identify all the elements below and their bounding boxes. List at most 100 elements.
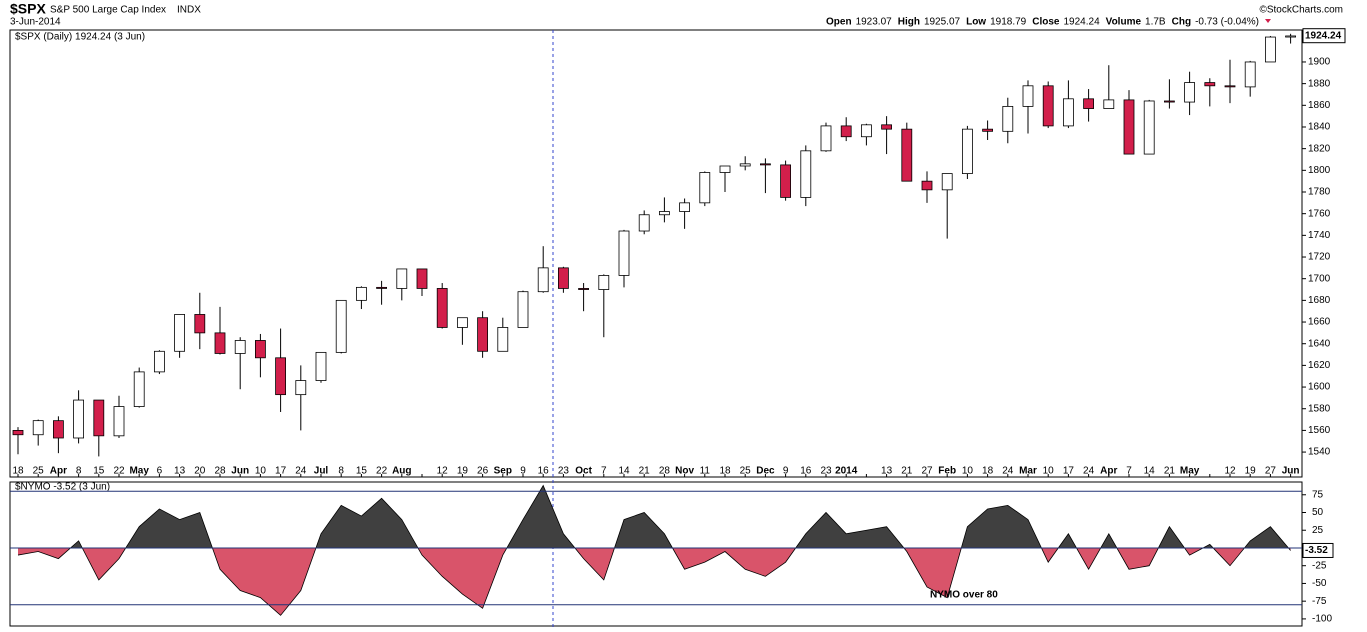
nymo-line [17,484,1291,616]
y-tick-label: 1580 [1308,403,1331,414]
x-tick-label: 22 [376,466,388,477]
y-tick-label: 1860 [1308,100,1331,111]
candle-body [335,299,347,353]
x-tick-label: 19 [457,466,469,477]
candle-body [1123,99,1135,155]
y-tick-label: 1880 [1308,78,1331,89]
x-tick-label: 22 [113,466,125,477]
candle-body [214,332,226,354]
x-tick-label: 15 [356,466,368,477]
quote-value: 1925.07 [924,17,961,28]
candle-body [1063,98,1074,127]
x-tick-label: 12 [437,466,449,477]
x-tick-label: 24 [1002,466,1014,477]
candle-body [133,371,145,407]
quote-value: -0.73 (-0.04%) [1195,17,1259,28]
y-tick-label: 1540 [1308,447,1331,458]
y-tick-label: 1660 [1308,317,1331,328]
candle-body [800,150,812,198]
name: S&P 500 Large Cap Index [50,5,166,16]
x-tick-label: 23 [558,466,570,477]
x-tick-label: 12 [1224,466,1236,477]
nymo-panel [9,481,1303,627]
x-tick-label: Feb [938,466,956,477]
y-tick-label: 75 [1312,489,1324,500]
x-tick-label: 21 [901,466,913,477]
x-tick-label: 18 [12,466,24,477]
x-tick-label: 28 [659,466,671,477]
candle-body [1204,82,1216,87]
x-tick-label: 25 [740,466,752,477]
x-tick-label: 7 [601,466,607,477]
candle-body [901,128,913,182]
x-tick-label: Apr [1100,466,1117,477]
candle-body [53,420,64,439]
price-panel [9,29,1303,478]
candle-body [1083,98,1094,109]
quote-label: Open [826,17,852,28]
x-tick-label: 13 [174,466,186,477]
x-tick-label: 8 [76,466,82,477]
candle-body [456,317,468,328]
x-tick-label: 27 [921,466,933,477]
legend: $SPX (Daily) 1924.24 (3 Jun) [15,32,145,43]
candle-body [93,399,105,437]
x-tick-label: 11 [700,466,711,477]
x-tick-label: 6 [157,466,163,477]
y-tick-label: -25 [1312,560,1327,571]
x-tick-label: 16 [800,466,812,477]
x-tick-label: 26 [477,466,489,477]
quote-label: Low [966,17,986,28]
x-tick-label: 14 [1144,466,1156,477]
candle-body [517,291,529,328]
x-tick-label: 17 [1063,466,1075,477]
candle-body [699,172,711,204]
x-tick-label: Dec [756,466,775,477]
x-tick-label: Oct [575,466,592,477]
area-positive [18,485,1291,548]
x-tick-label: 25 [33,466,45,477]
candle-body [194,314,206,334]
y-tick-label: 1620 [1308,360,1331,371]
candle-body [780,164,791,198]
x-tick-label: 27 [1265,466,1277,477]
candle-body [1184,82,1195,103]
x-tick-label: 10 [1043,466,1055,477]
symbol: $SPX [10,1,46,17]
candle-body [1164,100,1175,103]
quote-label: Chg [1172,17,1191,28]
y-tick-label: 1900 [1308,57,1331,68]
x-tick-label: Aug [392,466,411,477]
candle-body [962,128,973,174]
x-tick-label: 19 [1245,466,1257,477]
copyright: ©StockCharts.com [1259,5,1343,16]
x-tick-label: 10 [255,466,267,477]
candle-body [1002,105,1014,132]
y-tick-label: 25 [1312,525,1324,536]
x-tick-label: 20 [194,466,206,477]
candle-body [739,163,751,167]
candle-body [578,288,589,290]
x-tick-label: 18 [982,466,994,477]
x-tick-label: 9 [783,466,789,477]
chg-arrow [1264,19,1271,23]
x-tick-label: 7 [1126,466,1132,477]
candle-body [1103,99,1115,109]
x-tick-label: 21 [1164,466,1176,477]
candle-body [12,430,24,436]
candle-body [598,275,610,290]
candle-body [820,125,832,152]
candle-body [921,180,933,191]
last-tag [1302,542,1334,558]
candle-body [315,351,327,381]
x-tick-label: May [1180,466,1200,477]
quote-value: 1923.07 [856,17,893,28]
x-tick-label: 23 [820,466,832,477]
candle-body [376,286,388,289]
annotation: NYMO over 80 [930,590,998,601]
quote-value: 1918.79 [990,17,1027,28]
candle-body [659,211,670,216]
x-tick-label: Nov [675,466,694,477]
y-tick-label: 1840 [1308,122,1331,133]
